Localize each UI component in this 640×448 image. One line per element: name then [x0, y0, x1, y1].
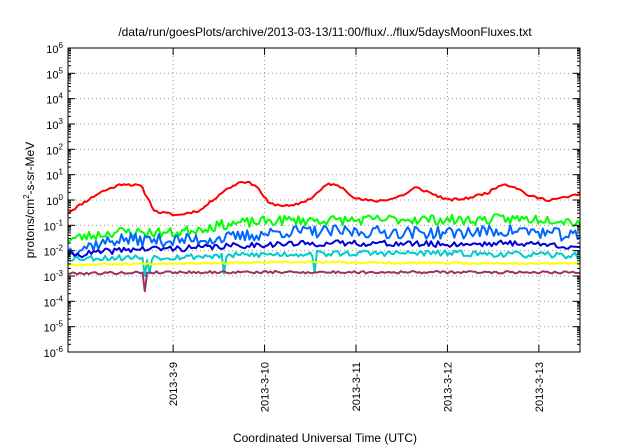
- x-tick-label: 2013-3-11: [351, 362, 363, 411]
- chart-title: /data/run/goesPlots/archive/2013-03-13/1…: [118, 25, 532, 39]
- series-line-7: [67, 269, 581, 293]
- y-axis-label-sup: 2: [22, 194, 31, 199]
- x-tick-label: 2013-3-13: [534, 362, 546, 412]
- series-line-1: [67, 180, 581, 217]
- y-tick-label: 103: [46, 117, 63, 132]
- y-tick-label: 106: [46, 41, 63, 56]
- y-tick-label: 10-5: [44, 320, 64, 335]
- y-tick-label: 105: [46, 66, 63, 81]
- y-tick-label: 101: [46, 168, 63, 183]
- x-tick-label: 2013-3-12: [442, 362, 454, 412]
- y-axis-label-unit: -s-sr-MeV: [23, 142, 37, 195]
- y-axis-ticks: 10-6 10-5 10-4 10-3 10-2 10-1 100 101 102 103 104 1…: [44, 41, 580, 360]
- series-line-3: [67, 224, 581, 256]
- x-tick-label: 2013-3-10: [260, 362, 272, 412]
- y-tick-label: 10-1: [44, 218, 64, 233]
- y-tick-label: 104: [46, 92, 63, 107]
- y-axis-label-main: protons/cm: [23, 199, 37, 258]
- x-axis-ticks: 2013-3-9 2013-3-10 2013-3-11 2013-3-12 2013-…: [168, 48, 546, 412]
- series-line-2: [67, 213, 581, 243]
- x-axis-label: Coordinated Universal Time (UTC): [233, 431, 417, 445]
- grid: [68, 48, 580, 352]
- y-tick-label: 10-2: [44, 244, 64, 259]
- y-tick-label: 102: [46, 142, 63, 157]
- y-tick-label: 10-4: [44, 294, 64, 309]
- y-tick-label: 100: [46, 193, 63, 208]
- y-tick-label: 10-3: [44, 269, 64, 284]
- series-line-6: [67, 260, 581, 267]
- x-tick-label: 2013-3-9: [168, 362, 180, 406]
- series-line-5: [67, 249, 581, 277]
- y-axis-label: protons/cm2-s-sr-MeV: [22, 142, 37, 258]
- series-line-4: [67, 239, 581, 259]
- series-group: [67, 180, 581, 293]
- y-tick-label: 10-6: [44, 345, 64, 360]
